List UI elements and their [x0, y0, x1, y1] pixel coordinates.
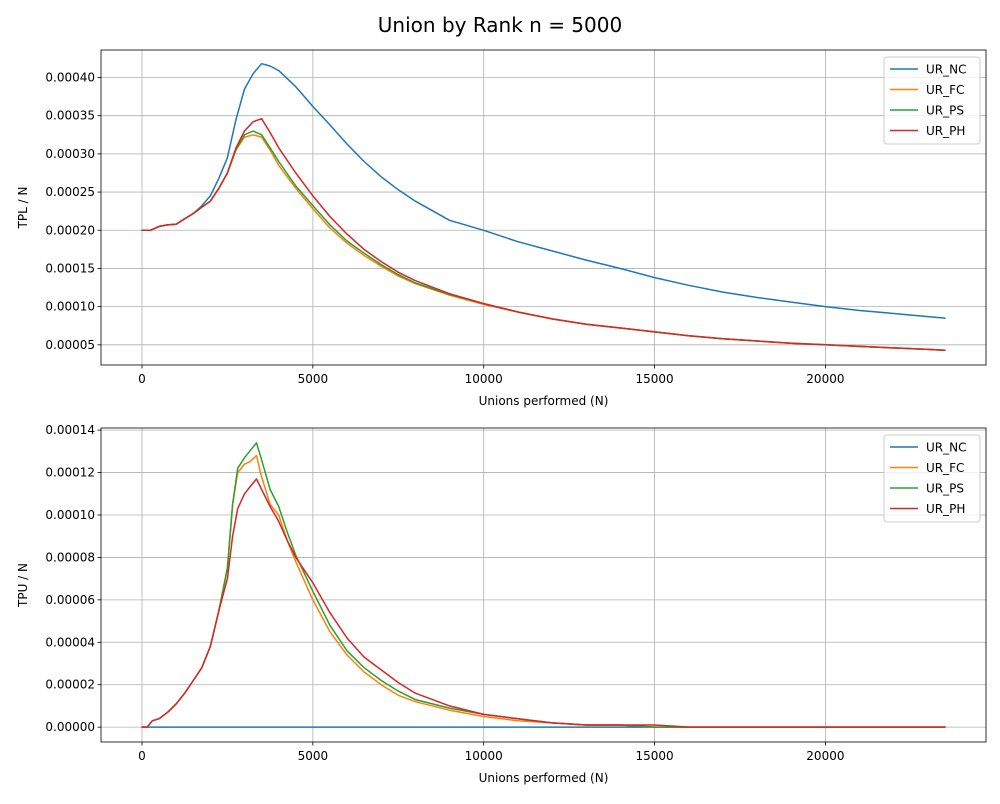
y-tick-label: 0.00010	[45, 508, 95, 522]
x-tick-label: 0	[138, 749, 146, 763]
y-tick-label: 0.00006	[45, 593, 95, 607]
legend-label: UR_PH	[926, 124, 965, 138]
y-tick-label: 0.00005	[45, 338, 95, 352]
axes-frame	[100, 49, 987, 366]
axes-frame	[100, 427, 987, 743]
legend-box	[883, 56, 981, 145]
x-tick-label: 10000	[465, 372, 503, 386]
x-tick-label: 5000	[298, 749, 329, 763]
x-tick-label: 0	[138, 372, 146, 386]
y-tick-label: 0.00000	[45, 720, 95, 734]
legend: UR_NC UR_FC UR_PS UR_PH	[883, 434, 981, 523]
y-tick-label: 0.00025	[45, 185, 95, 199]
legend-label: UR_FC	[926, 461, 964, 475]
legend-label: UR_PH	[926, 502, 965, 516]
legend-box	[883, 434, 981, 523]
y-tick-label: 0.00008	[45, 550, 95, 564]
y-tick-label: 0.00012	[45, 466, 95, 480]
figure-title: Union by Rank n = 5000	[378, 13, 622, 37]
series-line-ur-ph	[141, 117, 946, 351]
x-tick-label: 15000	[635, 749, 673, 763]
legend-label: UR_NC	[926, 441, 966, 455]
subplot-1: 0 5000 10000 15000 20000 0.00005 0.00010 0.0001…	[16, 49, 987, 408]
y-axis-label: TPL / N	[16, 187, 30, 230]
legend-label: UR_NC	[926, 63, 966, 77]
series-line-ur-nc	[141, 62, 946, 319]
y-tick-label: 0.00020	[45, 223, 95, 237]
y-tick-label: 0.00004	[45, 635, 95, 649]
y-axis-label: TPU / N	[16, 563, 30, 608]
y-tick-label: 0.00040	[45, 70, 95, 84]
x-tick-label: 20000	[806, 749, 844, 763]
series-line-ur-ph	[141, 478, 946, 728]
legend-label: UR_FC	[926, 83, 964, 97]
x-axis-label: Unions performed (N)	[479, 394, 609, 408]
y-tick-label: 0.00014	[45, 423, 95, 437]
y-tick-label: 0.00010	[45, 300, 95, 314]
x-tick-label: 5000	[298, 372, 329, 386]
legend-label: UR_PS	[926, 104, 964, 118]
x-axis-label: Unions performed (N)	[479, 771, 609, 785]
legend: UR_NC UR_FC UR_PS UR_PH	[883, 56, 981, 145]
x-tick-label: 15000	[635, 372, 673, 386]
y-tick-label: 0.00002	[45, 678, 95, 692]
y-tick-label: 0.00030	[45, 147, 95, 161]
x-tick-label: 10000	[465, 749, 503, 763]
y-tick-label: 0.00015	[45, 261, 95, 275]
y-tick-label: 0.00035	[45, 109, 95, 123]
legend-label: UR_PS	[926, 482, 964, 496]
subplot-2: 0 5000 10000 15000 20000 0.00000 0.00002 0.0000…	[16, 423, 987, 785]
x-tick-label: 20000	[806, 372, 844, 386]
